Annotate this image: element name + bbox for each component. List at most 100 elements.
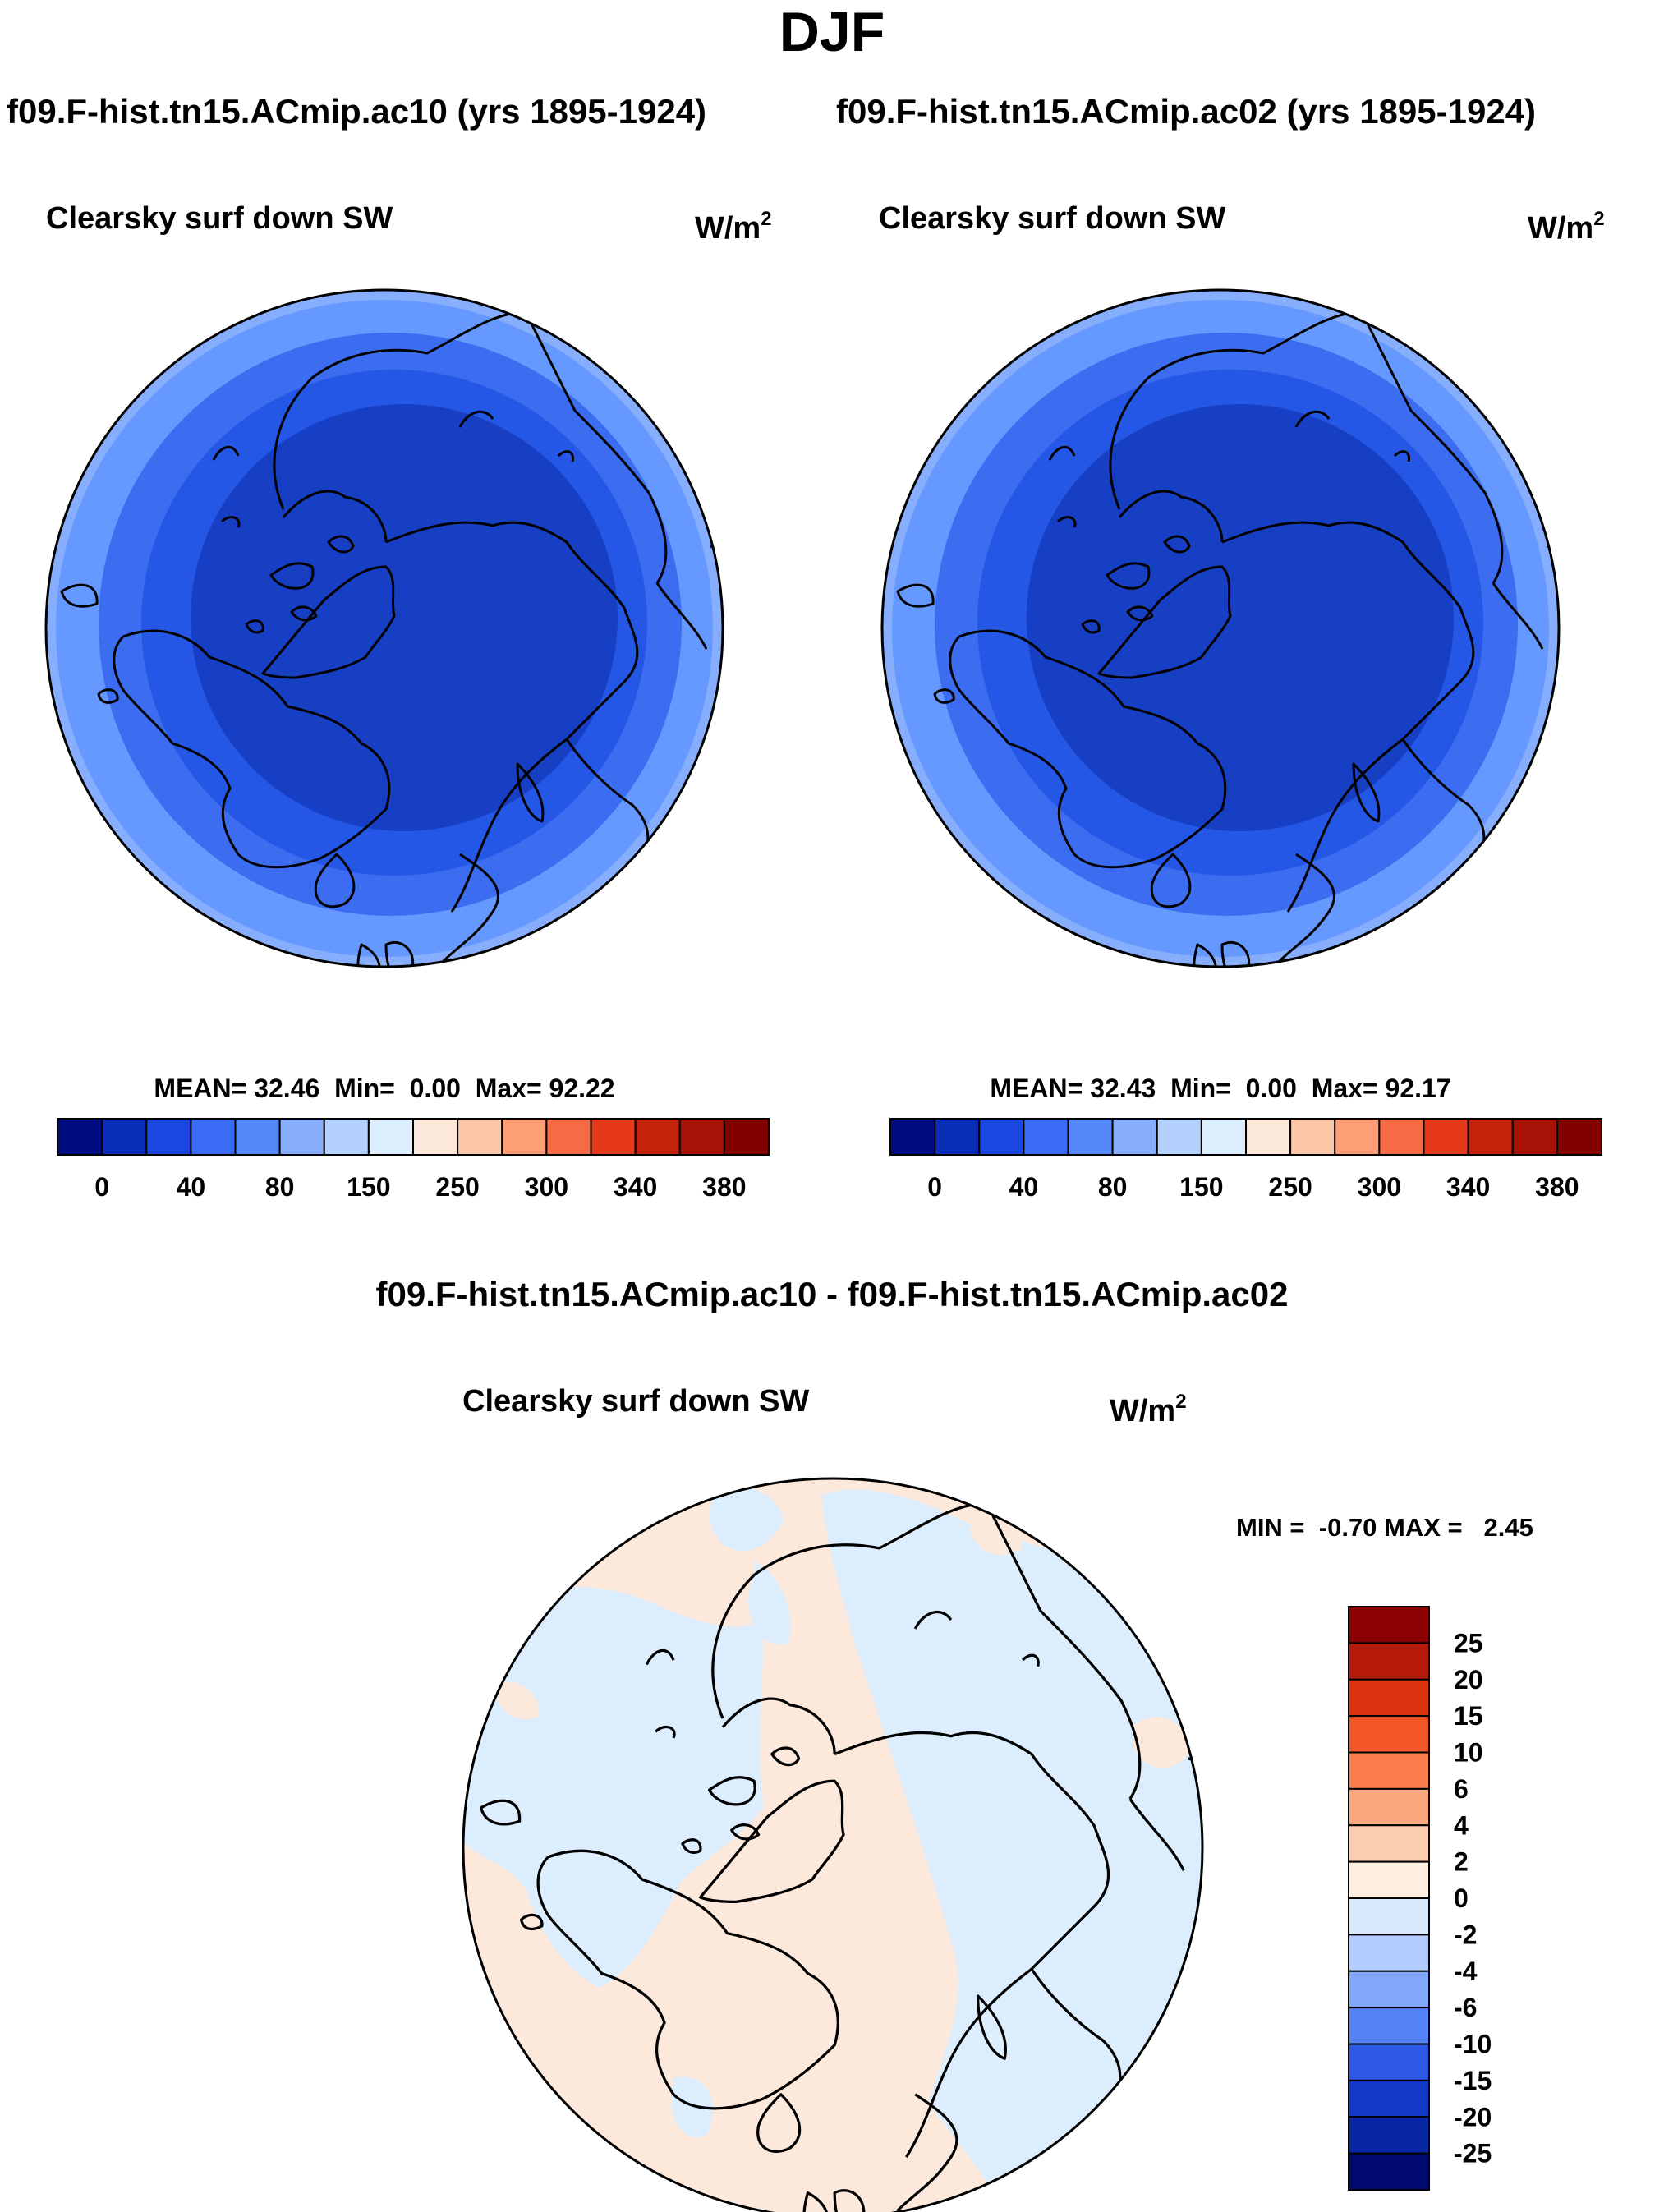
panel-a-colorbar-box (367, 1118, 414, 1156)
panel-diff-colorbar-tick-label: -25 (1454, 2139, 1492, 2168)
panel-a-colorbar-tick-label: 250 (435, 1172, 479, 1202)
panel-diff-colorbar-tick-label: -2 (1454, 1920, 1477, 1949)
panel-b-colorbar-box (1423, 1118, 1469, 1156)
panel-diff-negative-regions (463, 1487, 1202, 2212)
panel-a-colorbar-tick-label: 150 (347, 1172, 390, 1202)
panel-diff-colorbar-tick-label: -6 (1454, 1993, 1477, 2022)
figure-title: DJF (779, 1, 885, 63)
panel-b-colorbar-tick-label: 150 (1179, 1172, 1223, 1202)
panel-a-band-0-20 (191, 404, 618, 831)
panel-b-colorbar-box (1511, 1118, 1558, 1156)
panel-b-band-0-20 (1027, 404, 1454, 831)
panel-b-colorbar-tick-label: 0 (927, 1172, 942, 1202)
panel-diff-colorbar-box (1348, 1678, 1430, 1718)
panel-diff-colorbar-box (1348, 1897, 1430, 1936)
case-b-header: f09.F-hist.tn15.ACmip.ac02 (yrs 1895-192… (836, 92, 1536, 131)
panel-a-colorbar-tick-label: 380 (702, 1172, 746, 1202)
panel-a-colorbar-box (723, 1118, 770, 1156)
panel-b-colorbar-tick-label: 300 (1358, 1172, 1401, 1202)
panel-diff: f09.F-hist.tn15.ACmip.ac10 - f09.F-hist.… (376, 1275, 1533, 2212)
panel-b: Clearsky surf down SW W/m2 (879, 201, 1605, 1202)
panel-a: Clearsky surf down SW W/m2 (44, 201, 772, 1202)
panel-a-colorbar-box (145, 1118, 192, 1156)
panel-b-colorbar-box (934, 1118, 981, 1156)
panel-diff-colorbar-box (1348, 2116, 1430, 2155)
panel-b-colorbar-tick-label: 380 (1535, 1172, 1579, 1202)
panel-b-map (880, 288, 1561, 968)
panel-diff-units: W/m2 (1110, 1391, 1187, 1428)
panel-diff-colorbar-tick-label: 2 (1454, 1847, 1469, 1877)
panel-diff-colorbar-tick-label: 25 (1454, 1628, 1483, 1658)
panel-b-colorbar-box (1023, 1118, 1069, 1156)
panel-b-colorbar-box (1378, 1118, 1425, 1156)
panel-a-colorbar-tick-label: 0 (94, 1172, 109, 1202)
panel-b-colorbar-box (1556, 1118, 1602, 1156)
panel-b-colorbar-box (1245, 1118, 1292, 1156)
panel-a-colorbar-box (590, 1118, 637, 1156)
panel-diff-colorbar-box (1348, 2152, 1430, 2191)
panel-diff-colorbar-box (1348, 1970, 1430, 2009)
panel-b-stats: MEAN= 32.43 Min= 0.00 Max= 92.17 (990, 1074, 1450, 1103)
panel-diff-colorbar-box (1348, 1860, 1430, 1899)
panel-diff-colorbar-box (1348, 2043, 1430, 2081)
panel-a-colorbar-box (101, 1118, 148, 1156)
panel-b-map-border (880, 288, 1561, 968)
panel-diff-colorbar-tick-label: -20 (1454, 2102, 1492, 2132)
panel-diff-colorbar-tick-label: -4 (1454, 1957, 1478, 1986)
panel-diff-colorbar-box (1348, 1642, 1430, 1681)
panel-a-colorbar-box (57, 1118, 103, 1156)
panel-diff-range: MIN = -0.70 MAX = 2.45 (1236, 1513, 1533, 1542)
panel-b-colorbar-box (1289, 1118, 1336, 1156)
panel-a-colorbar-box (678, 1118, 725, 1156)
panel-b-colorbar-tick-label: 80 (1098, 1172, 1128, 1202)
panel-diff-colorbar-box (1348, 1751, 1430, 1790)
panel-a-colorbar-box (501, 1118, 548, 1156)
panel-a-colorbar-box (323, 1118, 370, 1156)
panel-a-stats: MEAN= 32.46 Min= 0.00 Max= 92.22 (154, 1074, 614, 1103)
panel-b-colorbar-box (1156, 1118, 1202, 1156)
panel-b-colorbar-box (889, 1118, 936, 1156)
case-a-header: f09.F-hist.tn15.ACmip.ac10 (yrs 1895-192… (7, 92, 706, 131)
panel-diff-colorbar-tick-label: -15 (1454, 2066, 1492, 2095)
panel-diff-colorbar-box (1348, 1824, 1430, 1863)
panel-diff-colorbar-box (1348, 1934, 1430, 1972)
panel-diff-colorbar-tick-label: 10 (1454, 1738, 1483, 1768)
panel-diff-colorbar-tick-label: 20 (1454, 1665, 1483, 1695)
panel-b-variable-label: Clearsky surf down SW (879, 201, 1225, 236)
panel-a-colorbar-tick-label: 340 (614, 1172, 657, 1202)
panel-a-colorbar-tick-label: 80 (265, 1172, 295, 1202)
panel-a-colorbar-box (190, 1118, 237, 1156)
panel-a-colorbar: 0 40 80 150 250 300 340 380 (57, 1118, 770, 1202)
panel-a-colorbar-box (634, 1118, 681, 1156)
panel-b-colorbar-box (1067, 1118, 1114, 1156)
panel-b-units: W/m2 (1528, 208, 1605, 246)
panel-a-colorbar-box (457, 1118, 503, 1156)
panel-diff-colorbar-tick-label: 4 (1454, 1810, 1469, 1840)
panel-diff-colorbar-tick-label: 6 (1454, 1774, 1469, 1804)
panel-b-colorbar-box (1334, 1118, 1381, 1156)
panel-b-colorbar-box (1200, 1118, 1247, 1156)
panel-a-colorbar-box (234, 1118, 281, 1156)
panel-diff-colorbar-tick-label: -10 (1454, 2030, 1492, 2059)
panel-b-colorbar-tick-label: 340 (1446, 1172, 1490, 1202)
panel-a-map (44, 288, 724, 968)
panel-a-colorbar-tick-label: 40 (177, 1172, 206, 1202)
panel-diff-map (462, 1477, 1204, 2212)
panel-b-colorbar-box (1467, 1118, 1514, 1156)
panel-diff-colorbar-box (1348, 1606, 1430, 1644)
panel-b-colorbar-tick-label: 250 (1268, 1172, 1312, 1202)
panel-diff-colorbar-box (1348, 1715, 1430, 1754)
panel-b-colorbar: 0 40 80 150 250 300 340 380 (889, 1118, 1602, 1202)
panel-a-colorbar-box (545, 1118, 592, 1156)
panel-diff-positive-patches (493, 1524, 1191, 2089)
panel-a-colorbar-tick-label: 300 (525, 1172, 568, 1202)
panel-diff-colorbar-box (1348, 1787, 1430, 1827)
panel-diff-colorbar-box (1348, 2079, 1430, 2118)
diff-header: f09.F-hist.tn15.ACmip.ac10 - f09.F-hist.… (376, 1275, 1289, 1313)
panel-a-units: W/m2 (695, 208, 772, 246)
panel-a-variable-label: Clearsky surf down SW (46, 201, 393, 236)
panel-a-colorbar-box (278, 1118, 325, 1156)
panel-b-colorbar-box (978, 1118, 1025, 1156)
